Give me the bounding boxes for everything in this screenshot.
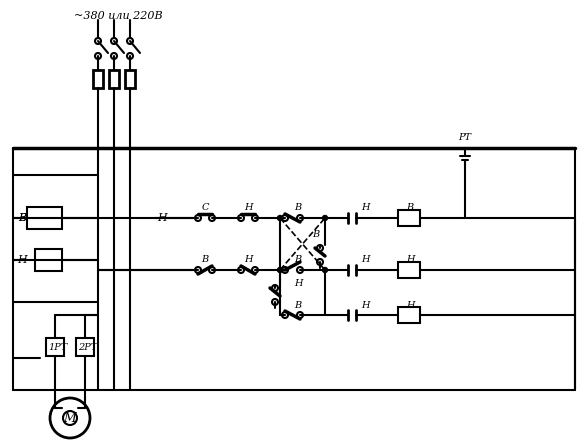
Bar (93, 70, 103, 88)
Circle shape (297, 267, 303, 273)
Text: В: В (294, 255, 301, 265)
Circle shape (111, 38, 117, 44)
Bar (46, 338, 64, 356)
Text: В: В (294, 203, 301, 213)
Text: Н: Н (406, 301, 414, 309)
Circle shape (252, 267, 258, 273)
Circle shape (272, 299, 278, 305)
Text: ~380 или 220В: ~380 или 220В (74, 11, 162, 21)
Text: Н: Н (294, 278, 302, 288)
Text: В: В (312, 230, 319, 239)
Circle shape (127, 38, 133, 44)
Circle shape (277, 215, 283, 221)
Circle shape (272, 285, 278, 291)
Text: Н: Н (17, 255, 27, 265)
Text: М: М (64, 412, 77, 424)
Bar (27, 207, 62, 229)
Text: В: В (294, 301, 301, 309)
Text: Н: Н (406, 255, 414, 265)
Text: В: В (407, 203, 414, 213)
Text: Н: Н (157, 213, 167, 223)
Text: С: С (201, 203, 209, 213)
Circle shape (282, 267, 288, 273)
Circle shape (277, 267, 283, 273)
Bar (35, 249, 62, 271)
Circle shape (282, 215, 288, 221)
Text: Н: Н (361, 301, 369, 309)
Circle shape (252, 215, 258, 221)
Circle shape (322, 267, 328, 273)
Circle shape (282, 312, 288, 318)
Circle shape (317, 259, 323, 265)
Circle shape (297, 215, 303, 221)
Text: Н: Н (244, 255, 252, 265)
Circle shape (209, 215, 215, 221)
Circle shape (95, 53, 101, 59)
Bar (109, 70, 119, 88)
Bar (398, 262, 420, 278)
Text: Н: Н (361, 255, 369, 265)
Circle shape (209, 267, 215, 273)
Bar (125, 70, 135, 88)
Circle shape (195, 267, 201, 273)
Circle shape (63, 411, 77, 425)
Bar (398, 307, 420, 323)
Circle shape (238, 267, 244, 273)
Circle shape (95, 38, 101, 44)
Circle shape (127, 53, 133, 59)
Text: Н: Н (361, 203, 369, 213)
Text: 1РТ: 1РТ (49, 344, 68, 353)
Text: В: В (18, 213, 26, 223)
Circle shape (238, 215, 244, 221)
Text: В: В (201, 255, 209, 265)
Text: 2РТ: 2РТ (78, 344, 98, 353)
Circle shape (317, 245, 323, 251)
Text: Н: Н (244, 203, 252, 213)
Circle shape (195, 215, 201, 221)
Text: В: В (18, 213, 26, 223)
Circle shape (322, 215, 328, 221)
Circle shape (111, 53, 117, 59)
Bar (398, 210, 420, 226)
Circle shape (297, 312, 303, 318)
Bar (76, 338, 94, 356)
Text: РТ: РТ (459, 134, 472, 143)
Circle shape (50, 398, 90, 438)
